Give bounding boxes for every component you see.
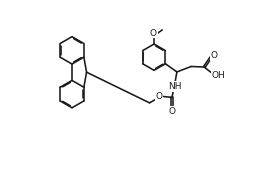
Text: O: O <box>155 92 162 101</box>
Text: OH: OH <box>212 71 226 80</box>
Text: NH: NH <box>168 82 182 91</box>
Text: O: O <box>168 107 175 116</box>
Text: O: O <box>210 51 217 60</box>
Text: O: O <box>150 29 157 38</box>
